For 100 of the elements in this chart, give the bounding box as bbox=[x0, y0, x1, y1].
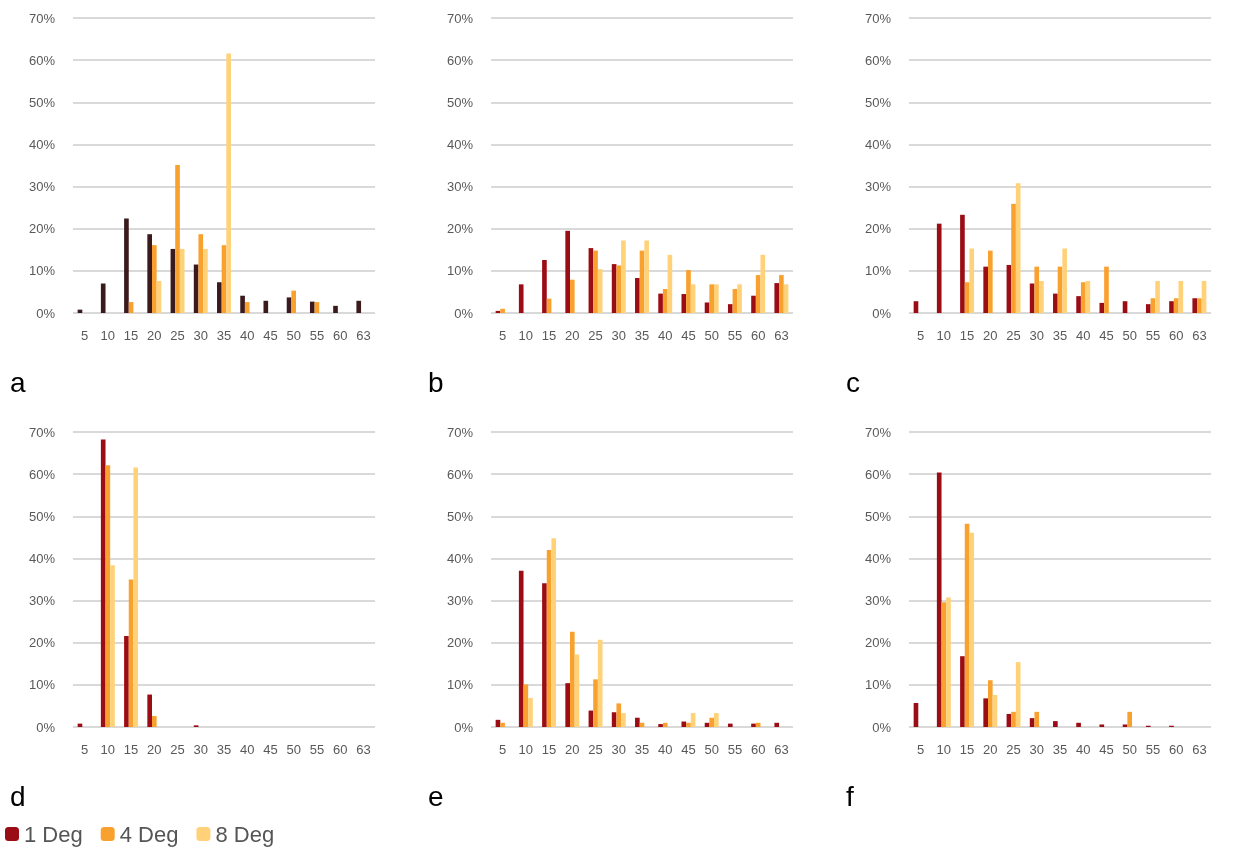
bar bbox=[658, 293, 663, 313]
x-tick-label: 5 bbox=[499, 328, 507, 343]
bar bbox=[969, 248, 975, 313]
x-tick-label: 40 bbox=[240, 328, 255, 343]
x-tick-label: 5 bbox=[917, 742, 925, 757]
y-tick-label: 60% bbox=[864, 466, 892, 482]
bar bbox=[946, 597, 951, 727]
y-tick-label: 40% bbox=[446, 550, 474, 566]
y-tick-label: 10% bbox=[28, 677, 56, 693]
x-tick-label: 20 bbox=[147, 742, 162, 757]
legend-label: 8 Deg bbox=[215, 821, 275, 847]
x-tick-label: 5 bbox=[917, 328, 925, 343]
y-tick-label: 30% bbox=[446, 593, 474, 609]
x-tick-label: 50 bbox=[286, 328, 301, 343]
bar bbox=[151, 245, 157, 313]
x-tick-label: 5 bbox=[81, 742, 89, 757]
x-tick-label: 55 bbox=[309, 328, 325, 343]
bar bbox=[100, 439, 106, 727]
bar bbox=[263, 300, 269, 313]
bar bbox=[1034, 711, 1040, 727]
bar bbox=[569, 631, 575, 727]
bar bbox=[593, 679, 598, 727]
x-tick-label: 25 bbox=[588, 328, 603, 343]
bar bbox=[147, 694, 152, 727]
x-tick-label: 10 bbox=[100, 742, 116, 757]
x-tick-label: 20 bbox=[983, 742, 998, 757]
bar bbox=[621, 240, 626, 313]
x-tick-label: 15 bbox=[541, 742, 557, 757]
bar bbox=[133, 467, 139, 727]
bar bbox=[621, 713, 626, 727]
bar bbox=[1034, 266, 1040, 313]
x-tick-label: 25 bbox=[170, 328, 185, 343]
x-tick-label: 63 bbox=[356, 742, 371, 757]
bar bbox=[1169, 301, 1174, 313]
y-tick-label: 10% bbox=[28, 263, 56, 279]
bar bbox=[751, 295, 756, 313]
bar bbox=[1062, 248, 1067, 313]
x-tick-label: 30 bbox=[1029, 742, 1044, 757]
x-tick-label: 40 bbox=[1076, 742, 1091, 757]
bar bbox=[635, 717, 640, 727]
y-tick-label: 30% bbox=[864, 593, 892, 609]
bar bbox=[597, 269, 603, 313]
x-tick-label: 30 bbox=[611, 328, 626, 343]
x-tick-label: 50 bbox=[1122, 328, 1137, 343]
y-tick-label: 50% bbox=[446, 94, 474, 110]
bar bbox=[179, 248, 185, 313]
bar bbox=[1099, 302, 1105, 313]
bar bbox=[244, 302, 250, 313]
x-tick-label: 40 bbox=[658, 328, 673, 343]
bar bbox=[704, 302, 710, 313]
x-tick-label: 30 bbox=[193, 742, 208, 757]
x-tick-label: 15 bbox=[123, 328, 139, 343]
bar bbox=[616, 703, 622, 727]
bar bbox=[309, 301, 315, 313]
y-tick-label: 0% bbox=[454, 719, 474, 735]
bar bbox=[1053, 293, 1058, 313]
x-tick-label: 35 bbox=[1052, 328, 1068, 343]
x-tick-label: 25 bbox=[588, 742, 603, 757]
text: e bbox=[428, 780, 444, 812]
y-tick-label: 0% bbox=[36, 719, 56, 735]
y-tick-label: 10% bbox=[864, 677, 892, 693]
bar bbox=[500, 722, 505, 727]
y-tick-label: 10% bbox=[446, 677, 474, 693]
y-tick-label: 20% bbox=[864, 635, 892, 651]
y-tick-label: 60% bbox=[28, 466, 56, 482]
bar bbox=[175, 165, 180, 313]
y-tick-label: 70% bbox=[446, 10, 474, 26]
y-tick-label: 10% bbox=[864, 263, 892, 279]
bar bbox=[203, 248, 208, 313]
x-tick-label: 45 bbox=[681, 328, 696, 343]
x-tick-label: 63 bbox=[774, 742, 789, 757]
bar bbox=[709, 717, 715, 727]
bar bbox=[1155, 280, 1160, 313]
bar bbox=[151, 716, 157, 727]
bar bbox=[662, 722, 668, 727]
bar bbox=[1197, 298, 1202, 313]
bar bbox=[686, 270, 691, 313]
x-tick-label: 45 bbox=[263, 328, 278, 343]
bar bbox=[565, 683, 570, 727]
text: a bbox=[10, 366, 26, 398]
x-tick-label: 55 bbox=[727, 328, 743, 343]
y-tick-label: 70% bbox=[864, 10, 892, 26]
y-tick-label: 50% bbox=[864, 508, 892, 524]
x-tick-label: 15 bbox=[123, 742, 139, 757]
bar bbox=[774, 722, 780, 727]
x-tick-label: 45 bbox=[1099, 742, 1114, 757]
bar bbox=[709, 284, 715, 313]
x-tick-label: 60 bbox=[750, 328, 766, 343]
bar bbox=[518, 284, 524, 313]
x-tick-label: 45 bbox=[263, 742, 278, 757]
y-tick-label: 0% bbox=[454, 305, 474, 321]
x-tick-label: 15 bbox=[541, 328, 557, 343]
y-tick-label: 10% bbox=[446, 263, 474, 279]
y-tick-label: 20% bbox=[446, 635, 474, 651]
x-tick-label: 50 bbox=[286, 742, 301, 757]
bar bbox=[528, 697, 533, 727]
x-tick-label: 50 bbox=[704, 742, 719, 757]
bar bbox=[983, 698, 988, 727]
bar bbox=[662, 288, 668, 313]
y-tick-label: 40% bbox=[864, 550, 892, 566]
